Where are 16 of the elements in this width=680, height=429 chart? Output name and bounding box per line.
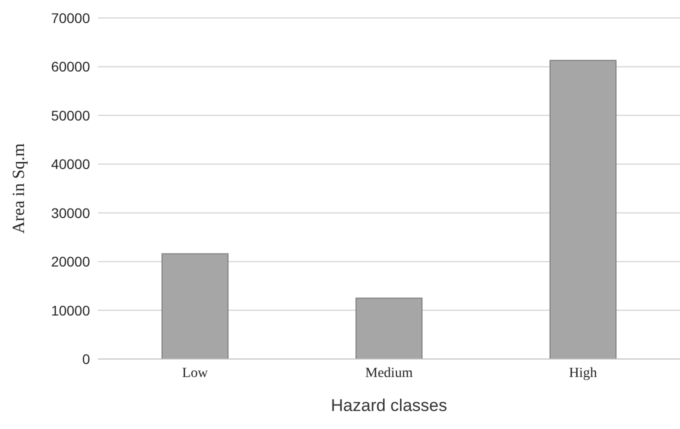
y-tick-label: 40000 (51, 156, 90, 172)
x-tick-label: Medium (365, 366, 413, 381)
y-tick-label: 30000 (51, 204, 90, 221)
y-tick-label: 60000 (51, 58, 90, 75)
bar (550, 60, 617, 359)
x-axis-title: Hazard classes (330, 396, 448, 415)
y-axis-title: Area in Sq.m (9, 143, 28, 234)
y-tick-label: 0 (82, 350, 90, 367)
y-tick-label: 50000 (51, 107, 90, 124)
x-tick-label: Low (182, 366, 209, 381)
bar (356, 298, 423, 359)
bar (162, 253, 229, 359)
y-tick-label: 70000 (51, 10, 90, 26)
x-tick-label: High (569, 366, 597, 381)
y-tick-label: 10000 (51, 302, 90, 318)
y-tick-label: 20000 (51, 254, 90, 270)
